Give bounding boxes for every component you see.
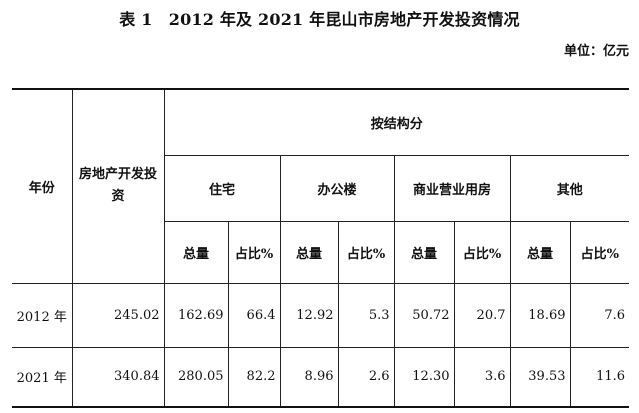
total-cell: 340.84 — [71, 346, 165, 408]
group-header-residential: 住宅 — [163, 154, 281, 222]
header-row-2: 住宅 办公楼 商业营业用房 其他 — [12, 154, 630, 222]
year-cell: 2012 年 — [12, 282, 73, 348]
value-cell: 12.30 — [393, 346, 455, 408]
total-cell: 245.02 — [71, 282, 165, 348]
value-cell: 50.72 — [393, 282, 455, 348]
value-cell: 280.05 — [163, 346, 229, 408]
value-cell: 11.6 — [569, 346, 630, 408]
table-title: 表 1 2012 年及 2021 年昆山市房地产开发投资情况 — [119, 10, 520, 29]
investment-table: 年份 房地产开发投资 按结构分 住宅 办公楼 商业营业用房 其他 总量 占比% … — [12, 88, 630, 408]
value-cell: 3.6 — [453, 346, 511, 408]
by-structure-header: 按结构分 — [163, 88, 630, 156]
amount-header: 总量 — [393, 220, 455, 284]
table-row: 2012 年 245.02 162.69 66.4 12.92 5.3 50.7… — [12, 282, 630, 348]
table-row: 2021 年 340.84 280.05 82.2 8.96 2.6 12.30… — [12, 346, 630, 408]
share-header: 占比% — [337, 220, 395, 284]
share-header: 占比% — [227, 220, 281, 284]
value-cell: 66.4 — [227, 282, 281, 348]
share-header: 占比% — [453, 220, 511, 284]
value-cell: 2.6 — [337, 346, 395, 408]
group-header-commercial: 商业营业用房 — [393, 154, 511, 222]
value-cell: 82.2 — [227, 346, 281, 408]
value-cell: 20.7 — [453, 282, 511, 348]
group-header-other: 其他 — [509, 154, 630, 222]
value-cell: 162.69 — [163, 282, 229, 348]
amount-header: 总量 — [279, 220, 339, 284]
value-cell: 8.96 — [279, 346, 339, 408]
group-header-office: 办公楼 — [279, 154, 395, 222]
value-cell: 39.53 — [509, 346, 571, 408]
value-cell: 18.69 — [509, 282, 571, 348]
year-cell: 2021 年 — [12, 346, 73, 408]
header-row-1: 年份 房地产开发投资 按结构分 — [12, 88, 630, 284]
year-header: 年份 — [12, 88, 73, 284]
unit-label: 单位：亿元 — [563, 44, 629, 59]
header-row-3: 总量 占比% 总量 占比% 总量 占比% 总量 占比% — [12, 220, 630, 284]
amount-header: 总量 — [163, 220, 229, 284]
value-cell: 7.6 — [569, 282, 630, 348]
value-cell: 12.92 — [279, 282, 339, 348]
amount-header: 总量 — [509, 220, 571, 284]
value-cell: 5.3 — [337, 282, 395, 348]
total-investment-header: 房地产开发投资 — [71, 88, 165, 284]
share-header: 占比% — [569, 220, 630, 284]
